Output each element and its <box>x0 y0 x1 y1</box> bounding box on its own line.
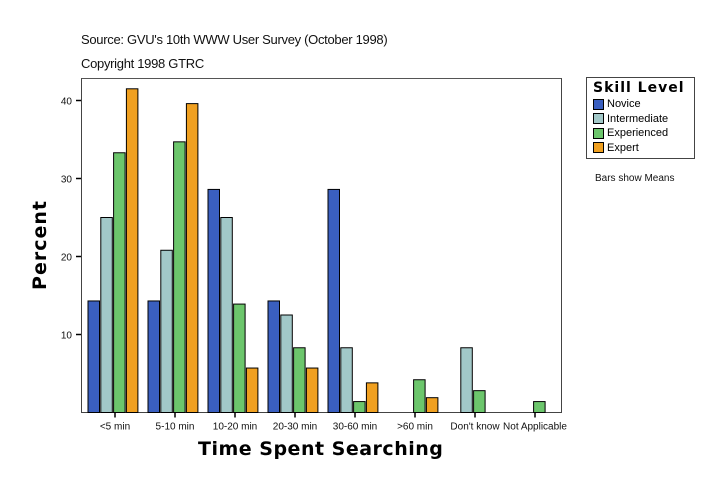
x-tick-label: 5-10 min <box>156 422 195 433</box>
bar-novice <box>207 188 220 413</box>
legend-swatch <box>593 142 604 154</box>
bar-intermediate <box>160 249 173 413</box>
bar-intermediate <box>340 347 353 414</box>
legend-swatch <box>593 98 604 110</box>
legend-label: Experienced <box>607 127 669 140</box>
chart-source: Source: GVU's 10th WWW User Survey (Octo… <box>81 32 388 47</box>
bar-experienced <box>533 401 546 413</box>
x-tick-label: Not Applicable <box>503 422 567 433</box>
x-tick-label: Don't know <box>450 422 500 433</box>
bar-intermediate <box>280 314 293 413</box>
x-tick-label: 30-60 min <box>333 422 377 433</box>
legend-swatch <box>593 113 604 125</box>
bar-novice <box>147 300 160 413</box>
y-tick-label: 20 <box>61 253 73 264</box>
bar-experienced <box>233 303 246 413</box>
bar-expert <box>365 382 379 413</box>
legend-label: Intermediate <box>607 112 669 125</box>
legend-label: Novice <box>607 98 641 111</box>
chart-note: Bars show Means <box>595 173 675 184</box>
legend-title: Skill Level <box>593 80 685 96</box>
legend-item-intermediate: Intermediate <box>593 112 694 127</box>
legend-swatch <box>593 127 604 139</box>
chart-copyright: Copyright 1998 GTRC <box>81 56 204 71</box>
x-tick-label: <5 min <box>100 422 130 433</box>
bar-experienced <box>353 401 366 413</box>
bar-experienced <box>113 152 126 413</box>
bar-novice <box>327 188 340 413</box>
bar-expert <box>125 88 139 414</box>
bar-experienced <box>473 390 486 414</box>
bar-experienced <box>173 141 186 413</box>
y-tick-label: 40 <box>61 97 73 108</box>
bar-expert <box>185 103 199 414</box>
bar-novice <box>267 300 280 413</box>
x-tick-label: 10-20 min <box>213 422 257 433</box>
bar-expert <box>425 397 439 413</box>
bar-expert <box>305 367 319 414</box>
legend-item-experienced: Experienced <box>593 126 694 141</box>
y-tick-label: 10 <box>61 331 73 342</box>
bar-intermediate <box>220 217 233 413</box>
y-tick-label: 30 <box>61 175 73 186</box>
legend: Skill Level Novice Intermediate Experience… <box>586 77 695 159</box>
bar-intermediate <box>100 217 113 413</box>
legend-item-expert: Expert <box>593 141 694 156</box>
bar-expert <box>245 367 259 414</box>
x-tick-label: 20-30 min <box>273 422 317 433</box>
legend-item-novice: Novice <box>593 97 694 112</box>
plot-area <box>81 78 562 413</box>
bar-novice <box>87 300 100 413</box>
bar-experienced <box>413 379 426 413</box>
bar-intermediate <box>460 347 473 414</box>
bar-experienced <box>293 347 306 414</box>
legend-label: Expert <box>607 141 639 154</box>
x-axis-label: Time Spent Searching <box>198 438 444 460</box>
x-tick-label: >60 min <box>397 422 433 433</box>
